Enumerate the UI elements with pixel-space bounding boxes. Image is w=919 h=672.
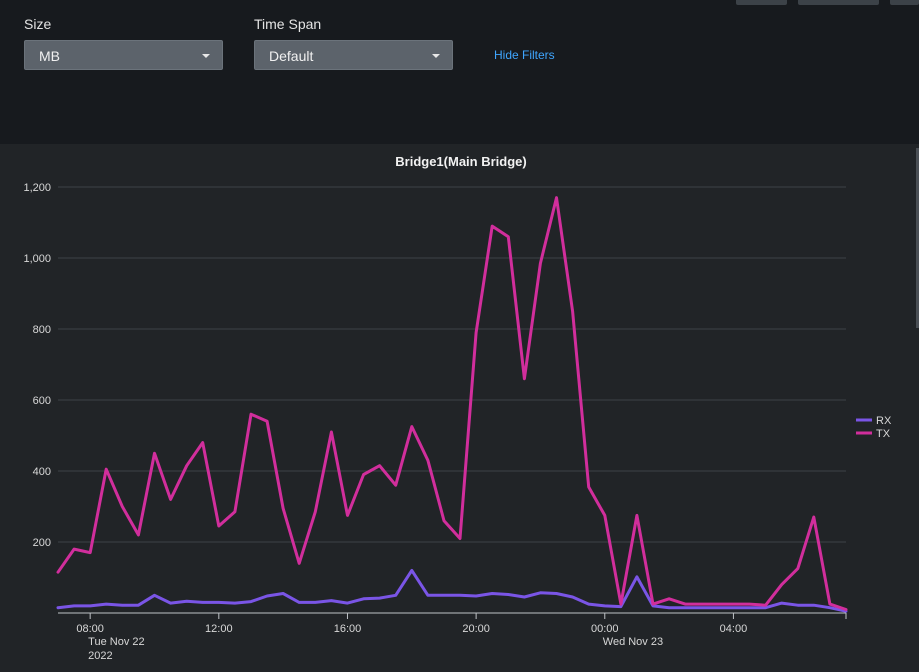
x-tick-sublabel: 2022 [88, 650, 112, 662]
size-filter-label: Size [24, 16, 52, 32]
chart-title: Bridge1(Main Bridge) [395, 154, 526, 169]
chevron-down-icon [202, 54, 210, 58]
x-tick-label: 04:00 [720, 623, 748, 635]
legend-label-rx[interactable]: RX [876, 415, 892, 427]
y-tick-label: 200 [33, 537, 51, 549]
y-tick-label: 1,000 [23, 253, 51, 265]
toolbar-button[interactable] [798, 0, 879, 5]
x-tick-label: 08:00 [76, 623, 104, 635]
x-tick-label: 16:00 [334, 623, 362, 635]
scrollbar[interactable] [916, 148, 919, 328]
y-tick-label: 400 [33, 466, 51, 478]
series-line-tx[interactable] [56, 196, 848, 611]
series-line-rx[interactable] [56, 568, 848, 613]
time-span-filter-label: Time Span [254, 16, 322, 32]
time-span-select-value: Default [269, 48, 314, 64]
filters-bar: Size MB Time Span Default Hide Filters [0, 0, 919, 144]
x-tick-label: 12:00 [205, 623, 233, 635]
x-tick-sublabel: Wed Nov 23 [603, 636, 663, 648]
x-tick-label: 20:00 [462, 623, 490, 635]
y-tick-label: 1,200 [23, 182, 51, 194]
time-span-select[interactable]: Default [254, 40, 453, 70]
size-select-value: MB [39, 48, 60, 64]
toolbar-button[interactable] [736, 0, 787, 5]
toolbar-button[interactable] [890, 0, 919, 5]
size-select[interactable]: MB [24, 40, 223, 70]
y-tick-label: 800 [33, 324, 51, 336]
chart-panel [0, 144, 919, 672]
legend-label-tx[interactable]: TX [876, 428, 891, 440]
chevron-down-icon [432, 54, 440, 58]
x-tick-label: 00:00 [591, 623, 619, 635]
y-tick-label: 600 [33, 395, 51, 407]
x-tick-sublabel: Tue Nov 22 [88, 636, 144, 648]
hide-filters-link[interactable]: Hide Filters [494, 48, 555, 62]
